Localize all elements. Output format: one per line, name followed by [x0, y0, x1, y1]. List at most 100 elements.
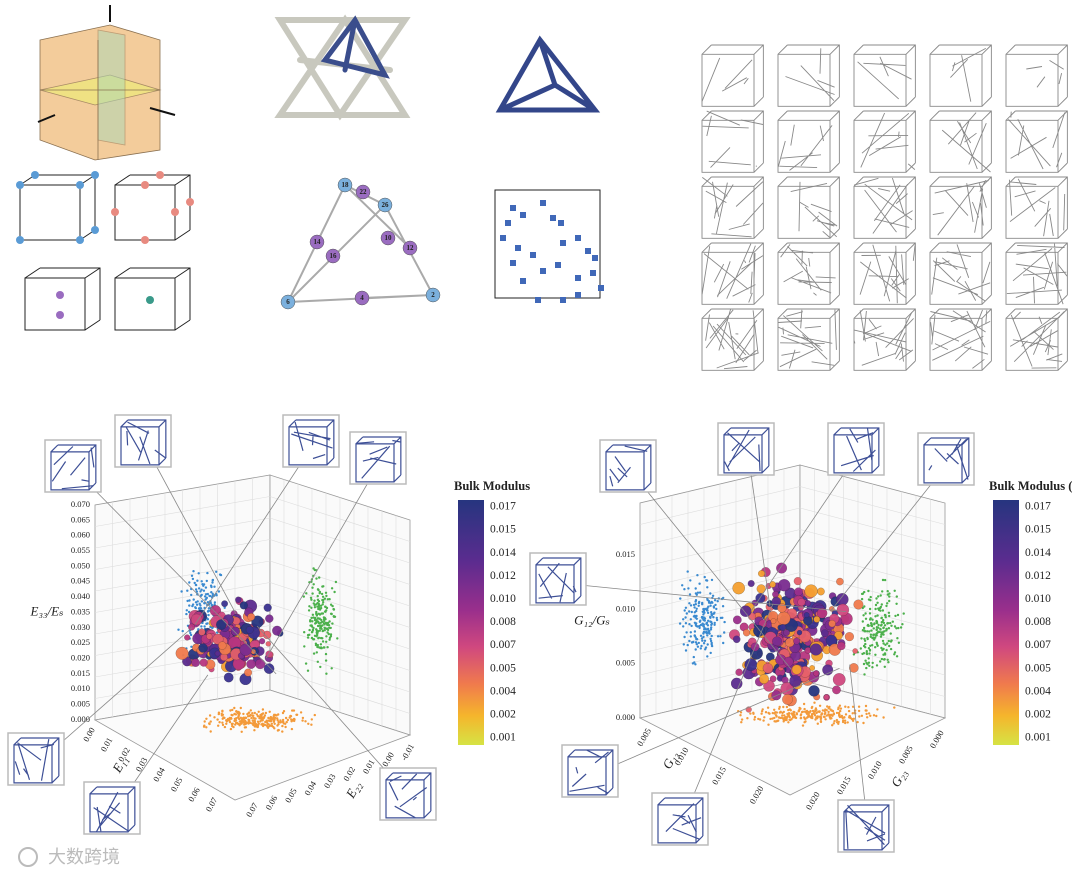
point	[897, 641, 901, 644]
point	[899, 626, 903, 629]
point	[774, 714, 778, 717]
point	[851, 705, 855, 708]
node-label: 6	[286, 298, 290, 306]
point	[325, 606, 329, 610]
point	[695, 643, 698, 646]
point	[883, 578, 887, 582]
point	[331, 622, 334, 625]
node-label: 2	[431, 291, 435, 299]
point	[706, 611, 710, 615]
wire-cube	[929, 176, 992, 239]
point	[229, 709, 232, 712]
matrix-cell	[598, 285, 604, 291]
point	[246, 715, 250, 718]
point	[316, 643, 319, 647]
point	[879, 660, 882, 663]
point	[835, 721, 839, 724]
point	[322, 601, 325, 604]
point	[682, 618, 685, 621]
wire-cube	[833, 427, 880, 474]
point	[227, 717, 231, 721]
sphere	[779, 624, 787, 631]
point	[277, 720, 280, 724]
z-tick-label: 0.060	[71, 530, 90, 540]
point	[210, 585, 213, 589]
point	[844, 705, 847, 708]
wire-cube	[777, 242, 840, 305]
x-tick-label: 0.00	[81, 726, 97, 744]
point	[694, 600, 697, 603]
point	[867, 589, 870, 593]
point	[707, 630, 711, 633]
point	[312, 638, 315, 641]
point	[882, 618, 885, 622]
point	[268, 710, 271, 713]
point	[776, 719, 779, 723]
sphere	[809, 665, 815, 671]
point	[326, 646, 329, 649]
point	[690, 610, 693, 614]
point	[207, 607, 211, 610]
point	[896, 613, 900, 617]
point	[187, 610, 191, 614]
point	[888, 644, 891, 648]
point	[319, 625, 323, 628]
point	[723, 620, 726, 624]
point	[203, 720, 206, 723]
point	[688, 610, 691, 613]
point	[888, 595, 891, 598]
point	[691, 662, 695, 665]
point	[821, 709, 825, 712]
point	[825, 714, 828, 717]
point	[893, 653, 896, 656]
point	[254, 725, 258, 728]
x-tick-label: 0.05	[168, 776, 184, 794]
point	[281, 718, 285, 722]
point	[722, 596, 725, 600]
wire-struts	[1008, 178, 1066, 237]
point	[709, 639, 713, 643]
point	[835, 718, 839, 722]
point	[206, 618, 210, 621]
point	[813, 714, 817, 717]
wire-cube	[13, 737, 60, 784]
sphere	[804, 600, 812, 607]
point	[312, 567, 315, 570]
point	[832, 712, 835, 715]
point	[185, 612, 188, 616]
point	[251, 714, 254, 717]
point	[205, 579, 208, 583]
point	[839, 709, 842, 713]
point	[692, 603, 696, 607]
point	[876, 614, 879, 617]
point	[871, 644, 874, 647]
point	[682, 643, 685, 646]
colorbar-tick-label: 0.001	[490, 732, 516, 744]
point	[707, 600, 711, 603]
node-label: 18	[342, 181, 350, 189]
point	[203, 724, 206, 727]
point	[713, 599, 717, 602]
point	[678, 622, 682, 625]
point	[303, 645, 306, 648]
point	[304, 720, 307, 723]
sphere	[834, 631, 843, 640]
point	[284, 722, 287, 725]
point	[229, 716, 233, 720]
sphere	[206, 633, 213, 640]
point	[875, 597, 878, 600]
point	[706, 655, 709, 658]
point	[897, 626, 900, 630]
point	[328, 598, 331, 601]
point	[710, 578, 714, 582]
sphere	[753, 625, 765, 637]
point	[203, 625, 206, 628]
point	[828, 705, 831, 709]
point	[254, 717, 257, 720]
point	[306, 669, 310, 672]
point	[873, 623, 876, 626]
z-axis-label: E₃₃/Eₛ	[30, 603, 64, 618]
leader-line	[265, 461, 381, 659]
wire-cube	[1005, 176, 1068, 239]
point	[699, 634, 703, 637]
